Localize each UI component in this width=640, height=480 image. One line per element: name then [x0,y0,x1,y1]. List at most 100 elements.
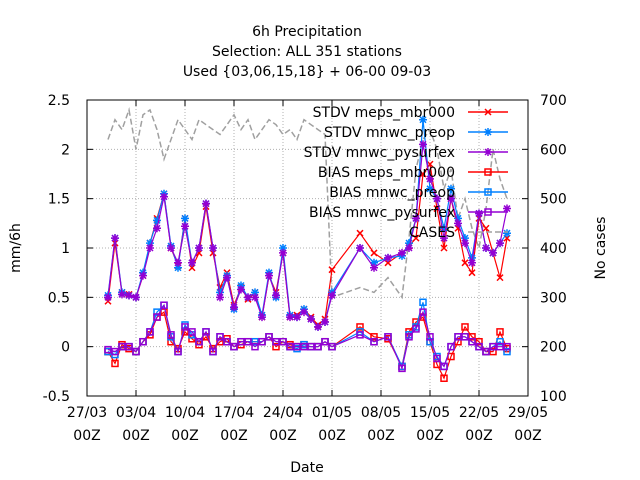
series-line [107,106,508,300]
data-point [503,204,511,213]
data-point [454,214,462,223]
data-point [461,323,469,331]
data-point [447,342,455,351]
data-point [314,342,322,351]
data-point [132,347,140,356]
data-point [489,342,497,351]
data-point [188,335,196,343]
data-point [125,342,133,351]
data-point [160,192,168,201]
data-point [118,342,126,351]
data-point [209,244,217,252]
data-point [398,364,406,373]
data-point [496,239,504,248]
y2-tick-label: 600 [540,142,567,158]
data-point [293,313,301,322]
data-point [202,328,210,336]
y-tick-label: 2 [61,142,70,158]
legend-label: BIAS meps_mbr000 [318,165,455,181]
data-point [251,293,259,302]
data-point [314,322,322,331]
x-tick-sublabel: 00Z [465,428,492,444]
data-point [468,253,476,262]
data-point [440,234,448,243]
data-point [405,244,413,252]
data-point [482,244,490,252]
data-point [440,224,448,233]
data-point [356,244,364,252]
data-point [356,323,364,331]
data-point [356,331,364,339]
data-point [412,234,420,242]
data-point [405,333,413,341]
data-point [216,293,224,302]
data-point [244,293,252,302]
data-point [174,347,182,356]
title-line: Used {03,06,15,18} + 06-00 09-03 [183,64,431,80]
data-point [419,308,427,316]
data-point [433,354,441,363]
data-point [286,342,294,351]
data-point [258,337,266,346]
data-point [489,347,497,356]
data-point [475,342,483,351]
data-point [426,174,434,183]
data-point [258,313,266,322]
data-point [195,337,203,346]
series-cases [107,106,508,300]
data-point [475,209,483,218]
legend-label: BIAS mnwc_pysurfex [309,205,455,221]
x-tick-label: 03/04 [116,405,156,421]
data-point [202,199,210,208]
data-point [272,342,280,351]
data-point [139,271,147,280]
x-tick-label: 15/05 [410,405,450,421]
data-point [153,313,161,321]
data-point [216,288,224,297]
data-point [405,239,413,248]
axis-ticks: 27/03 00Z 03/04 00Z 10/04 00Z 17/04 00Z 24/04 00Z… [43,93,567,444]
data-point [370,333,378,341]
y-axis-label: mm/6h [8,223,24,273]
y2-tick-label: 500 [540,192,567,208]
data-point [489,248,497,257]
x-tick-sublabel: 00Z [318,428,345,444]
data-point [293,342,301,351]
legend: STDV meps_mbr000 STDV mnwc_preop STDV mnwc… [304,105,508,241]
data-point [286,313,294,322]
data-point [328,266,336,274]
data-point [230,303,238,312]
x-tick-label: 10/04 [165,405,205,421]
data-point [111,347,119,356]
data-point [237,337,245,346]
data-point [461,239,469,248]
data-point [167,331,175,339]
data-point [433,194,441,203]
x-tick-sublabel: 00Z [269,428,296,444]
data-point [454,333,462,341]
x-tick-sublabel: 00Z [416,428,443,444]
data-point [447,194,455,203]
data-point [454,219,462,228]
data-point [426,184,434,193]
data-point [328,291,336,300]
data-point [195,244,203,252]
data-point [174,258,182,267]
x-tick-sublabel: 00Z [73,428,100,444]
data-point [146,244,154,252]
data-point [188,258,196,267]
data-point [484,128,492,136]
y2-tick-label: 300 [540,290,567,306]
data-point [118,290,126,299]
data-point [104,293,112,302]
data-point [356,229,364,237]
legend-label: STDV mnwc_pysurfex [304,145,455,161]
data-point [328,342,336,351]
data-point [468,258,476,267]
data-point [272,291,280,300]
data-point [181,214,189,223]
data-point [188,328,196,336]
series-stdv-mnwc-pysurfex [104,140,511,331]
